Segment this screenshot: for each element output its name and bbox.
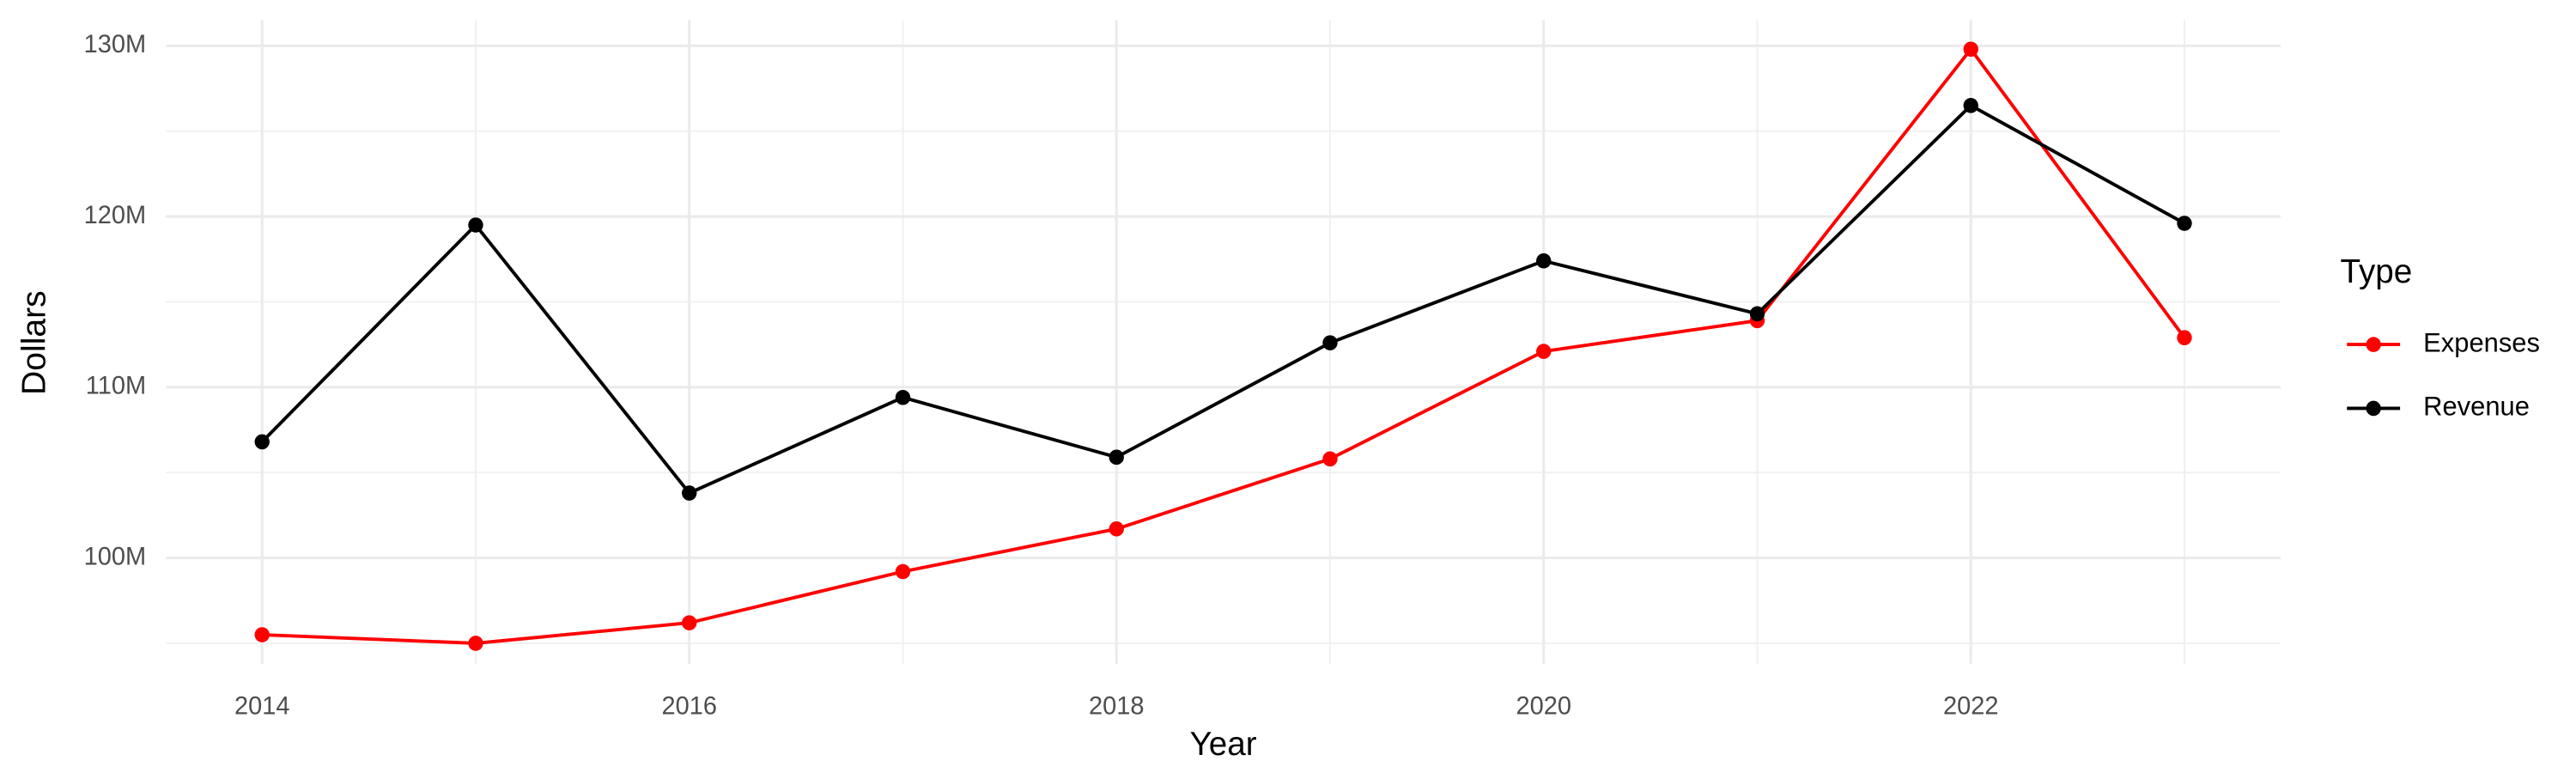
y-tick-label: 130M	[84, 31, 146, 58]
data-point	[1322, 335, 1338, 350]
legend-label: Expenses	[2423, 327, 2540, 357]
x-tick-label: 2020	[1516, 692, 1571, 720]
data-point	[254, 627, 270, 642]
series-line	[262, 46, 2186, 645]
data-point	[682, 615, 697, 630]
data-point	[1963, 41, 1978, 58]
data-point	[895, 389, 911, 405]
legend-key-point	[2366, 400, 2381, 417]
data-point	[2177, 330, 2192, 345]
x-tick-label: 2018	[1089, 692, 1144, 720]
x-tick-label: 2016	[661, 692, 716, 720]
data-point	[1536, 344, 1552, 359]
data-point	[1536, 253, 1552, 269]
x-tick-label: 2022	[1943, 692, 1998, 720]
legend-label: Revenue	[2423, 392, 2530, 422]
data-point	[682, 485, 697, 501]
data-point	[2177, 216, 2192, 231]
data-point	[254, 434, 270, 450]
y-axis-label: Dollars	[16, 290, 53, 395]
data-point	[895, 563, 911, 580]
data-point	[1749, 306, 1765, 322]
data-point	[468, 217, 483, 233]
legend-title: Type	[2341, 253, 2413, 290]
data-point	[1109, 520, 1124, 537]
legend-key-point	[2366, 337, 2381, 352]
data-point	[1109, 449, 1124, 466]
data-point	[1322, 451, 1338, 467]
data-point	[468, 636, 483, 651]
series-line	[260, 103, 2185, 496]
y-tick-label: 120M	[84, 202, 146, 229]
y-tick-label: 100M	[84, 543, 146, 570]
x-tick-label: 2014	[234, 692, 289, 720]
y-tick-label: 110M	[86, 372, 146, 399]
data-point	[1963, 98, 1978, 113]
x-axis-label: Year	[1190, 726, 1257, 763]
